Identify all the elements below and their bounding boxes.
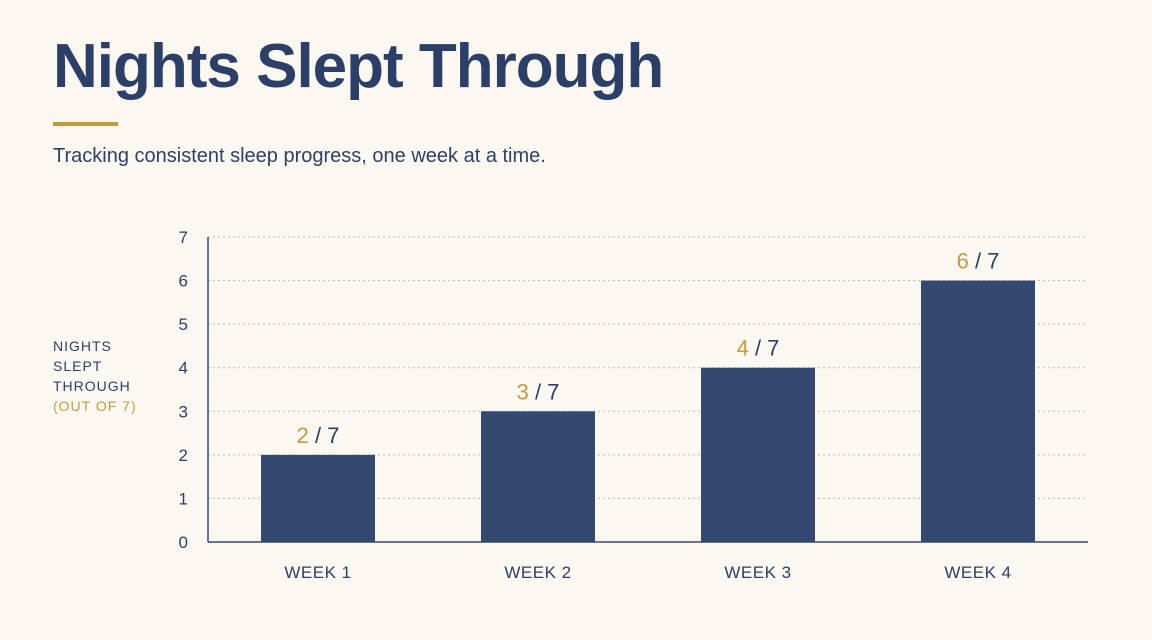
y-tick-label: 5 — [179, 315, 188, 334]
chart-title: Nights Slept Through — [53, 32, 664, 101]
bar — [921, 280, 1035, 542]
y-axis-title-line: NIGHTS — [53, 338, 112, 354]
y-tick-label: 0 — [179, 533, 188, 552]
bar — [701, 367, 815, 542]
y-tick-label: 1 — [179, 489, 188, 508]
y-tick-label: 3 — [179, 402, 188, 421]
y-tick-label: 2 — [179, 446, 188, 465]
y-tick-label: 4 — [179, 359, 188, 378]
bar-value-label: 3 / 7 — [517, 379, 560, 404]
x-category-label: WEEK 1 — [284, 563, 351, 582]
chart-subtitle: Tracking consistent sleep progress, one … — [53, 145, 546, 167]
title-accent-rule — [53, 122, 118, 126]
y-axis-title: NIGHTS SLEPT THROUGH (OUT OF 7) — [53, 336, 137, 416]
x-category-label: WEEK 3 — [724, 563, 791, 582]
y-axis-title-line: SLEPT — [53, 358, 103, 374]
y-axis-title-line: THROUGH — [53, 378, 131, 394]
y-tick-label: 6 — [179, 272, 188, 291]
x-category-label: WEEK 2 — [504, 563, 571, 582]
y-tick-label: 7 — [179, 228, 188, 247]
bar — [261, 454, 375, 542]
bar — [481, 411, 595, 542]
bar-value-label: 2 / 7 — [297, 423, 340, 448]
bar-value-label: 4 / 7 — [737, 336, 780, 361]
bar-value-label: 6 / 7 — [957, 249, 1000, 274]
y-axis-title-note: (OUT OF 7) — [53, 398, 137, 414]
x-category-label: WEEK 4 — [944, 563, 1011, 582]
